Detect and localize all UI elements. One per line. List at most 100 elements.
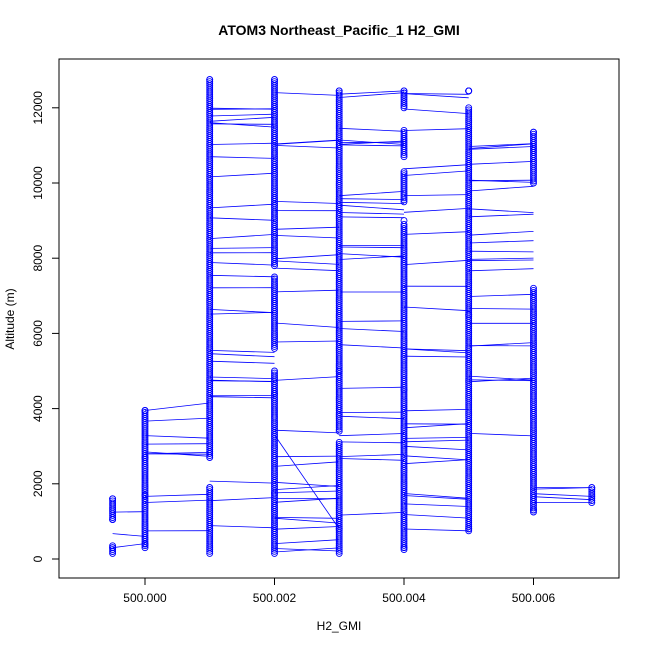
trace-segment bbox=[209, 525, 275, 529]
data-point bbox=[530, 284, 537, 292]
trace-segment bbox=[209, 113, 275, 117]
trace-segment bbox=[274, 539, 340, 544]
trace-segment bbox=[274, 322, 340, 328]
trace-segment bbox=[144, 499, 210, 503]
trace-segment bbox=[468, 433, 534, 437]
y-tick-label: 0 bbox=[31, 555, 45, 562]
data-point bbox=[141, 540, 149, 548]
trace-segment bbox=[209, 156, 275, 159]
trace-segment bbox=[209, 116, 275, 122]
data-point bbox=[335, 438, 343, 446]
trace-segment bbox=[403, 445, 469, 451]
trace-segment bbox=[274, 429, 340, 434]
trace-segment bbox=[209, 172, 275, 178]
trace-segment bbox=[274, 289, 340, 293]
trace-segment bbox=[533, 496, 592, 501]
data-point bbox=[271, 275, 278, 283]
data-point bbox=[588, 492, 596, 500]
data-point bbox=[271, 277, 278, 285]
data-point bbox=[465, 87, 473, 95]
data-point bbox=[335, 441, 343, 448]
trace-segment bbox=[468, 375, 534, 381]
data-point bbox=[400, 89, 408, 97]
trace-segment bbox=[144, 417, 210, 422]
trace-segment bbox=[403, 128, 469, 131]
trace-segment bbox=[209, 380, 275, 382]
trace-segment bbox=[274, 497, 340, 503]
data-point bbox=[400, 128, 408, 136]
trace-segment bbox=[209, 274, 275, 278]
series-lines bbox=[112, 90, 592, 553]
trace-segment bbox=[468, 293, 534, 297]
trace-segment bbox=[468, 146, 534, 150]
data-point bbox=[141, 491, 149, 499]
data-point bbox=[271, 78, 278, 86]
data-point bbox=[588, 488, 596, 496]
trace-segment bbox=[403, 514, 469, 519]
data-point bbox=[206, 80, 214, 88]
trace-segment bbox=[274, 526, 340, 530]
data-point bbox=[335, 367, 343, 375]
trace-segment bbox=[339, 204, 405, 211]
trace-segment bbox=[339, 458, 405, 461]
trace-segment bbox=[403, 208, 469, 213]
trace-segment bbox=[274, 254, 340, 260]
data-point bbox=[530, 286, 537, 294]
data-point bbox=[400, 170, 408, 178]
y-tick-label: 12000 bbox=[31, 91, 45, 125]
trace-segment bbox=[339, 201, 405, 204]
data-point bbox=[109, 546, 117, 554]
trace-segment bbox=[274, 201, 340, 204]
trace-segment bbox=[468, 143, 534, 147]
trace-segment bbox=[468, 250, 534, 253]
trace-segment bbox=[112, 543, 146, 549]
trace-segment bbox=[339, 386, 405, 389]
data-point bbox=[588, 497, 596, 504]
trace-segment bbox=[209, 217, 275, 221]
y-axis-label: Altitude (m) bbox=[3, 288, 17, 349]
x-axis-label: H2_GMI bbox=[317, 619, 362, 633]
data-point bbox=[335, 89, 343, 97]
trace-segment bbox=[339, 253, 405, 258]
y-tick-label: 2000 bbox=[31, 470, 45, 497]
trace-segment bbox=[339, 320, 405, 322]
trace-segment bbox=[274, 340, 340, 343]
trace-segment bbox=[339, 454, 405, 457]
data-point bbox=[109, 544, 117, 552]
trace-segment bbox=[209, 497, 275, 502]
data-point bbox=[530, 506, 537, 514]
data-point bbox=[400, 172, 408, 180]
data-point bbox=[271, 80, 278, 88]
trace-segment bbox=[339, 433, 405, 437]
x-tick-label: 500.004 bbox=[382, 591, 426, 605]
y-tick-label: 6000 bbox=[31, 320, 45, 347]
data-point bbox=[109, 516, 117, 523]
trace-segment bbox=[339, 127, 405, 132]
data-point bbox=[400, 87, 408, 95]
data-point bbox=[465, 108, 473, 116]
trace-segment bbox=[403, 164, 469, 170]
data-point bbox=[206, 76, 214, 84]
trace-segment bbox=[403, 93, 469, 95]
trace-segment bbox=[274, 92, 340, 96]
trace-segment bbox=[403, 306, 469, 312]
data-point bbox=[206, 78, 214, 86]
trace-segment bbox=[339, 141, 405, 144]
trace-segment bbox=[339, 92, 405, 98]
data-point bbox=[400, 130, 408, 138]
data-point bbox=[109, 495, 117, 503]
trace-segment bbox=[209, 350, 275, 353]
trace-segment bbox=[274, 226, 340, 230]
trace-segment bbox=[403, 93, 469, 99]
trace-segment bbox=[468, 231, 534, 236]
data-point bbox=[588, 486, 596, 494]
x-tick-label: 500.002 bbox=[253, 591, 297, 605]
data-point bbox=[271, 76, 278, 84]
trace-segment bbox=[403, 170, 469, 176]
trace-segment bbox=[468, 377, 534, 383]
data-point bbox=[465, 311, 473, 319]
trace-segment bbox=[209, 107, 275, 110]
trace-segment bbox=[403, 231, 469, 235]
trace-segment bbox=[339, 90, 405, 95]
